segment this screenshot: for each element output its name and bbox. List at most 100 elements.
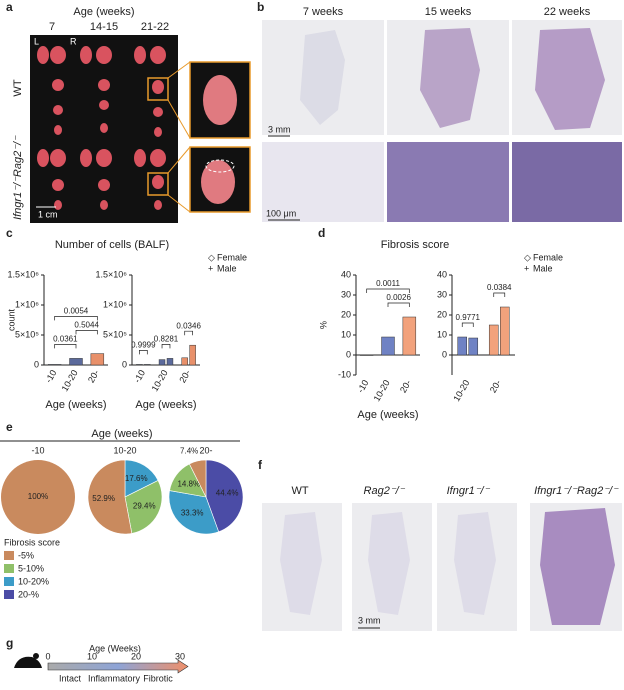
slice-label: 33.3% [181,509,204,518]
column-title: Ifngr1⁻/⁻Rag2⁻/⁻ [534,485,619,497]
scale-label: 100 μm [266,208,296,218]
panel-label: c [6,226,13,240]
axis-title: Age (Weeks) [89,643,141,653]
row-label: WT [12,79,24,96]
pie-title: -10 [31,445,44,455]
y-tick-label: 1.5×10⁶ [96,269,128,279]
tick-label: 0 [45,651,50,661]
bar [69,358,83,366]
bracket [54,316,98,321]
bar [500,306,510,356]
p-value: 0.8281 [154,335,179,344]
row-label: Ifngr1⁻/⁻Rag2⁻/⁻ [12,135,24,220]
bracket [387,302,410,307]
y-tick-label: 0 [34,359,39,369]
legend-label: 20-% [18,589,39,599]
x-tick-label: -10 [132,368,147,384]
panel-label: a [6,0,13,14]
legend-label: Male [533,263,553,273]
panel-label: f [258,458,263,472]
x-tick-label: 20- [488,378,503,394]
y-tick-label: 20 [437,309,447,319]
y-axis-label: % [318,321,328,329]
tissue [420,28,480,128]
column-title: Rag2⁻/⁻ [364,485,406,497]
pie-slice [205,459,244,533]
p-value: 0.5044 [74,321,99,330]
scale-label: 3 mm [268,124,291,134]
y-tick-label: 10 [437,329,447,339]
legend-label: 10-20% [18,576,49,586]
slice-label: 52.9% [92,494,115,503]
image [262,142,384,222]
x-axis-label: Age (weeks) [135,399,196,411]
p-value: 0.0384 [487,283,512,292]
panel-label: g [6,636,13,650]
tissue [368,512,410,615]
phase: Fibrotic [143,673,173,683]
legend-swatch [4,551,14,560]
y-tick-label: 30 [341,289,351,299]
slice-label: 100% [28,492,48,501]
y-tick-label: 0 [346,349,351,359]
column-title: 22 weeks [544,6,591,18]
bracket [184,330,193,336]
panel-label: e [6,420,13,434]
tissue [300,30,345,125]
bar [47,364,62,366]
y-tick-label: 5×10⁵ [103,329,127,339]
bar [468,337,479,356]
image [512,142,622,222]
bar [166,358,174,366]
bar [144,364,151,366]
legend-label: -5% [18,550,34,560]
slice-label: 29.4% [133,502,156,511]
highlight [205,159,235,173]
bracket [493,292,506,297]
bracket [54,344,77,349]
bracket [75,330,98,335]
y-tick-label: -10 [338,369,351,379]
organ [203,75,237,125]
bar [457,336,468,356]
column-title: Ifngr1⁻/⁻ [447,485,491,497]
x-tick-label: -10 [43,368,58,384]
x-axis-label: Age (weeks) [45,399,106,411]
x-tick-label: 10-20 [60,368,80,393]
tick-label: 20 [131,651,141,661]
zoom-line [167,61,191,79]
tissue [280,512,322,615]
column-title: WT [291,485,308,497]
zoom-box [147,77,169,101]
legend-label: Female [217,252,247,262]
p-value: 0.0361 [53,335,78,344]
panel-title: Fibrosis score [381,239,449,251]
y-axis-label: count [6,308,16,331]
y-tick-label: 40 [341,269,351,279]
bar [381,336,395,356]
bar [158,359,166,366]
age: 21-22 [141,21,169,33]
zoom-line [167,99,191,139]
pie-slice [87,459,133,535]
legend-label: 5-10% [18,563,44,573]
slice-label: 7.4% [180,446,198,455]
bar [136,364,143,366]
age: 14-15 [90,21,118,33]
x-tick-label: -10 [355,378,370,394]
legend-marker: ◇ [524,252,531,262]
pie-slice [1,460,75,534]
panel-title: Number of cells (BALF) [55,239,169,251]
bar [189,344,196,366]
x-tick-label: 10-20 [150,368,170,393]
slice-label: 17.6% [125,474,148,483]
x-axis-label: Age (weeks) [357,409,418,421]
pie-slice [188,459,207,498]
x-tick-label: 10-20 [372,378,392,403]
x-tick-label: 20- [86,368,101,384]
bracket [139,350,148,355]
mouse-icon [33,653,39,659]
bar [181,357,188,366]
side-label: L [34,36,39,46]
